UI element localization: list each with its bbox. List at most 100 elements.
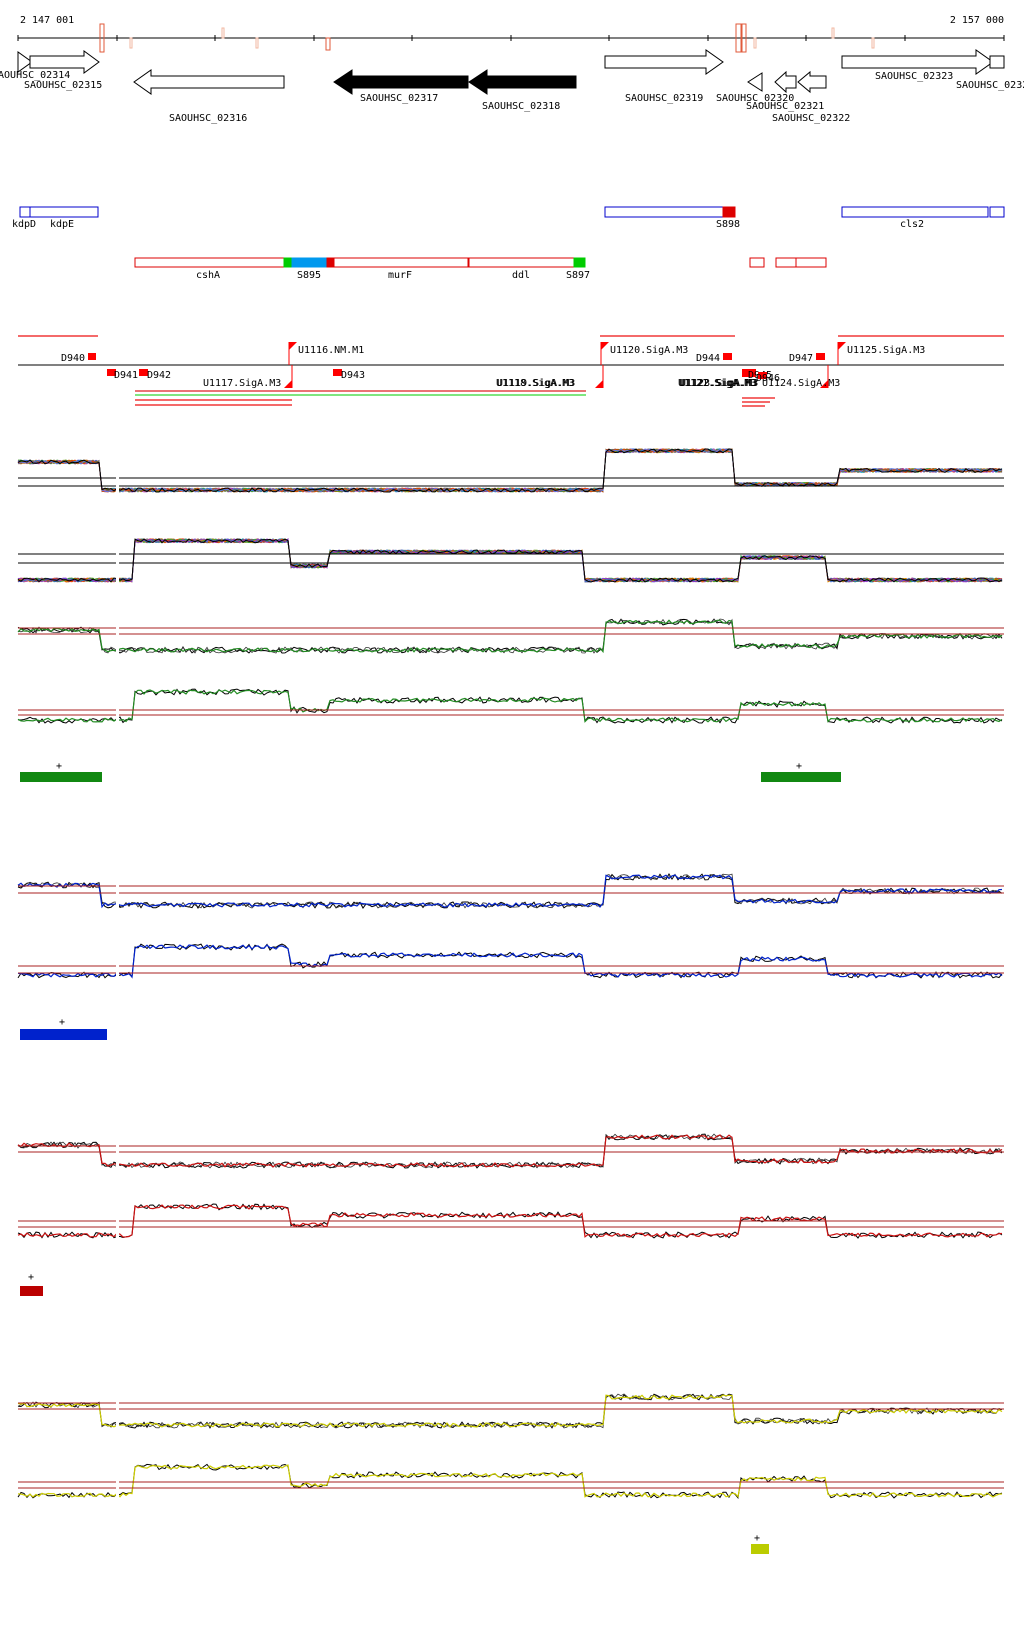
feature-box[interactable] [283, 257, 293, 268]
gene-arrow [747, 72, 763, 92]
profile-line [17, 1464, 1003, 1498]
upshift-flag-u1120[interactable] [601, 342, 609, 350]
downshift-marker-d942[interactable] [139, 369, 148, 376]
downshift-label-d944: D944 [696, 353, 720, 364]
gene-saouhsc-02321[interactable]: SAOUHSC_02321 [746, 70, 824, 112]
feature-box[interactable] [29, 206, 99, 218]
upshift-flag-u1125[interactable] [838, 342, 846, 350]
feature-box[interactable] [291, 257, 328, 268]
track-gap [116, 1385, 119, 1445]
gene-label: SAOUHSC_02314 [0, 70, 70, 81]
feature-box[interactable] [749, 257, 765, 268]
strand-mark: + [28, 1272, 34, 1283]
profile-line [17, 538, 1003, 583]
feature-label-cls2: cls2 [900, 219, 924, 230]
profile-line [17, 538, 1003, 583]
profile-line [17, 619, 1003, 654]
profile-line [17, 538, 1003, 583]
feature-label-murf: murF [388, 270, 412, 281]
gene-saouhsc-02323[interactable]: SAOUHSC_02323 [841, 49, 994, 82]
profile-line [17, 538, 1003, 583]
track-gap [116, 1195, 119, 1255]
profile-line [17, 538, 1003, 583]
gene-label: SAOUHSC_02319 [625, 93, 703, 104]
downshift-label-d942: D942 [147, 370, 171, 381]
gene-arrow [133, 69, 285, 95]
feature-box[interactable] [333, 257, 469, 268]
gene-saouhsc-02319[interactable]: SAOUHSC_02319 [604, 49, 724, 104]
feature-box[interactable] [989, 206, 1005, 218]
profile-line [17, 537, 1003, 583]
profile-line [17, 538, 1003, 583]
track-gap [116, 530, 119, 595]
downshift-marker-d941[interactable] [107, 369, 116, 376]
track-gap [116, 458, 119, 505]
gene-saouhsc-02324[interactable]: SAOUHSC_02324 [956, 55, 1024, 91]
upshift-label-u1118: U1118.SigA.M3 [496, 378, 574, 389]
downshift-marker-d946[interactable] [758, 372, 767, 379]
profile-line [17, 688, 1003, 724]
gene-saouhsc-02318[interactable]: SAOUHSC_02318 [468, 69, 577, 112]
upshift-label-u1116: U1116.NM.M1 [298, 345, 364, 356]
feature-box[interactable] [604, 206, 724, 218]
strand-mark: + [59, 1017, 65, 1028]
gene-saouhsc-02316[interactable]: SAOUHSC_02316 [133, 69, 285, 124]
coordinate-ruler: 2 147 001 2 157 000 [17, 15, 1005, 53]
feature-box-s898[interactable] [722, 206, 736, 218]
profile-line [17, 1204, 1003, 1238]
feature-box[interactable] [468, 257, 575, 268]
profile-line [17, 689, 1003, 723]
upshift-flag-u1118[interactable] [595, 380, 603, 388]
upshift-flag-u1116[interactable] [289, 342, 297, 350]
track-gap [116, 1455, 119, 1515]
feature-box[interactable] [326, 257, 335, 268]
gene-saouhsc-02314[interactable]: SAOUHSC_02314 [0, 51, 70, 81]
gene-label: SAOUHSC_02320 [716, 93, 794, 104]
feature-box[interactable] [841, 206, 989, 218]
feature-label-s898: S898 [716, 219, 740, 230]
profile-line [17, 538, 1003, 583]
feature-label-s897: S897 [566, 270, 590, 281]
profile-line [17, 538, 1003, 583]
downshift-marker-d940[interactable] [88, 353, 96, 360]
downshift-label-d941: D941 [114, 370, 138, 381]
downshift-label-d940: D940 [61, 353, 85, 364]
gene-saouhsc-02315[interactable]: SAOUHSC_02315 [24, 50, 102, 91]
gene-arrow [29, 50, 100, 74]
gene-label: SAOUHSC_02321 [746, 101, 824, 112]
upshift-flag-u1124[interactable] [820, 380, 828, 388]
profile-line [17, 538, 1003, 583]
gene-saouhsc-02322[interactable]: SAOUHSC_02322 [772, 70, 850, 124]
feature-label-kdpe: kdpE [50, 219, 74, 230]
profile-line [17, 538, 1003, 583]
upshift-flag-u1117[interactable] [284, 380, 292, 388]
condition-bar-green-2[interactable] [761, 772, 841, 782]
downshift-marker-d943[interactable] [333, 369, 342, 376]
profile-line [17, 874, 1003, 909]
downshift-marker-d947[interactable] [816, 353, 825, 360]
gene-saouhsc-02317[interactable]: SAOUHSC_02317 [333, 69, 469, 104]
downshift-marker-d945[interactable] [742, 369, 756, 377]
profile-line [17, 538, 1003, 583]
profile-line [17, 538, 1003, 583]
feature-box[interactable] [573, 257, 586, 268]
gene-label: SAOUHSC_02315 [24, 80, 102, 91]
feature-box[interactable] [19, 206, 31, 218]
downshift-marker-d944[interactable] [723, 353, 732, 360]
condition-bar-green-1[interactable] [20, 772, 102, 782]
feature-box[interactable] [775, 257, 797, 268]
downshift-label-d943: D943 [341, 370, 365, 381]
gene-saouhsc-02320[interactable]: SAOUHSC_02320 [716, 72, 794, 104]
profile-line [17, 538, 1003, 583]
gene-arrow [333, 69, 469, 95]
profile-line [17, 1463, 1003, 1499]
profile-line [17, 538, 1003, 583]
condition-bar-blue[interactable] [20, 1029, 107, 1040]
feature-box[interactable] [795, 257, 827, 268]
gene-arrow [841, 49, 994, 75]
condition-bar-yellow[interactable] [751, 1544, 769, 1554]
feature-box[interactable] [134, 257, 285, 268]
condition-bar-red[interactable] [20, 1286, 43, 1296]
strand-mark: + [56, 761, 62, 772]
coord-start-label: 2 147 001 [20, 15, 74, 26]
